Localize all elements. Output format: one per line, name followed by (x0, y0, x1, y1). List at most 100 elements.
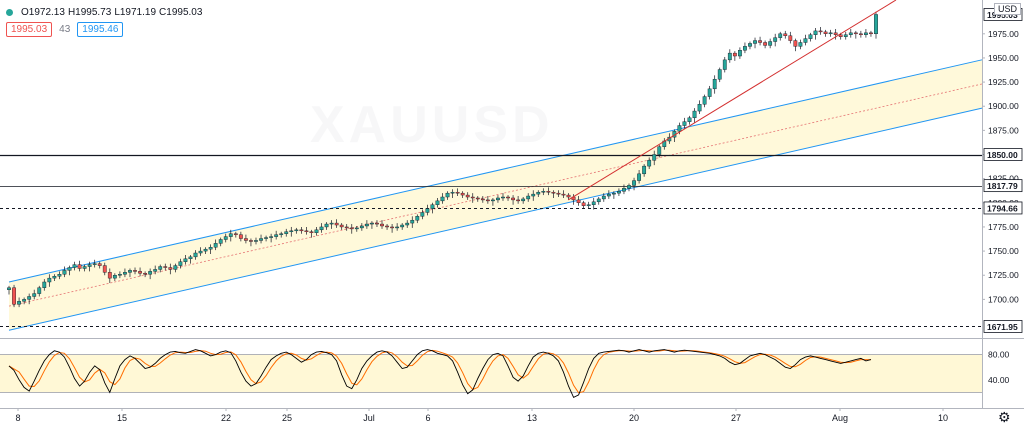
candle-down (506, 196, 510, 199)
candle-down (102, 265, 107, 273)
time-tick-label: Aug (832, 413, 848, 423)
candle-down (581, 202, 586, 206)
candle-down (244, 238, 248, 241)
price-tick-label: 1925.00 (988, 77, 1019, 87)
candle-down (77, 264, 82, 269)
channel-lower-line (8, 107, 983, 331)
candle-up (319, 226, 324, 231)
candle-up (67, 267, 72, 271)
time-tick-label: 6 (425, 413, 430, 423)
candle-down (12, 287, 16, 305)
candle-down (546, 191, 551, 193)
candle-up (803, 38, 808, 43)
candle-up (198, 250, 203, 254)
candle-down (566, 194, 571, 198)
candle-down (375, 222, 379, 225)
stochastic-d-line (8, 349, 871, 394)
price-tick-label: 1750.00 (988, 246, 1019, 256)
candle-up (627, 185, 631, 189)
channel-fill (9, 59, 982, 331)
candle-down (97, 263, 102, 266)
candle-up (531, 193, 536, 197)
candle-up (712, 78, 717, 90)
stochastic-tick-label: 40.00 (988, 375, 1010, 385)
candle-down (168, 267, 173, 270)
candle-up (652, 154, 657, 161)
price-tick-label: 1700.00 (988, 294, 1019, 304)
candle-up (591, 201, 596, 205)
candle-down (783, 33, 788, 36)
candle-up (848, 32, 853, 35)
candle-up (864, 32, 868, 35)
price-tick-label: 1825.00 (988, 174, 1019, 184)
high-value: H1995.73 (67, 6, 112, 18)
order-price-row: 1995.03 43 1995.46 (6, 22, 124, 37)
candle-down (480, 198, 485, 201)
symbol-watermark: XAUUSD (310, 96, 554, 154)
candle-up (874, 14, 878, 34)
candle-up (269, 236, 274, 238)
candle-up (450, 191, 455, 194)
currency-label[interactable]: USD (994, 3, 1022, 15)
candle-up (521, 198, 526, 202)
candle-up (677, 125, 682, 132)
candle-up (738, 50, 742, 57)
candle-up (727, 52, 732, 61)
candle-up (491, 199, 495, 202)
candle-up (526, 195, 531, 200)
candle-down (249, 240, 253, 242)
open-value: O1972.13 (21, 6, 65, 18)
candle-up (798, 42, 803, 47)
candle-up (405, 222, 410, 226)
candle-up (717, 69, 722, 80)
candle-down (465, 194, 470, 198)
sell-price-box[interactable]: 1995.03 (6, 22, 53, 37)
candle-up (496, 197, 500, 201)
candle-up (208, 247, 213, 250)
candle-up (541, 191, 546, 193)
candle-down (818, 30, 823, 33)
candle-up (813, 30, 818, 35)
price-label-text: 1850.00 (987, 150, 1018, 160)
candle-down (838, 34, 843, 37)
candle-down (309, 231, 314, 233)
ohlc-legend: O1972.13 H1995.73 L1971.19 C1995.03 (6, 4, 205, 20)
candle-down (788, 35, 793, 41)
buy-price-box[interactable]: 1995.46 (77, 22, 124, 37)
candle-up (722, 59, 727, 70)
candle-down (511, 197, 515, 201)
candle-down (732, 52, 737, 57)
candle-up (753, 40, 757, 44)
time-tick-label: 8 (15, 413, 20, 423)
candle-up (123, 272, 127, 275)
legend-dot-icon (6, 8, 13, 16)
candle-down (299, 229, 304, 232)
time-tick-label: 15 (117, 413, 127, 423)
candle-up (42, 281, 47, 288)
candle-up (440, 196, 445, 202)
candle-up (218, 239, 223, 244)
candle-up (743, 46, 747, 51)
candle-up (279, 233, 284, 235)
candle-up (596, 198, 601, 203)
candle-up (536, 191, 541, 195)
time-tick-label: 27 (731, 413, 741, 423)
time-tick-label: 25 (282, 413, 292, 423)
candle-down (516, 199, 521, 202)
gear-icon[interactable]: ⚙ (998, 409, 1011, 425)
candle-up (37, 287, 42, 294)
candle-down (390, 226, 394, 229)
candle-up (284, 231, 289, 234)
candle-down (758, 40, 762, 43)
candle-up (112, 275, 117, 279)
candle-up (808, 34, 813, 39)
candle-up (294, 229, 299, 232)
price-label-text: 1794.66 (987, 203, 1018, 213)
candle-up (289, 230, 294, 233)
candle-up (637, 173, 641, 181)
candle-up (148, 271, 153, 275)
candle-up (92, 263, 97, 265)
price-label-box (983, 148, 1023, 161)
